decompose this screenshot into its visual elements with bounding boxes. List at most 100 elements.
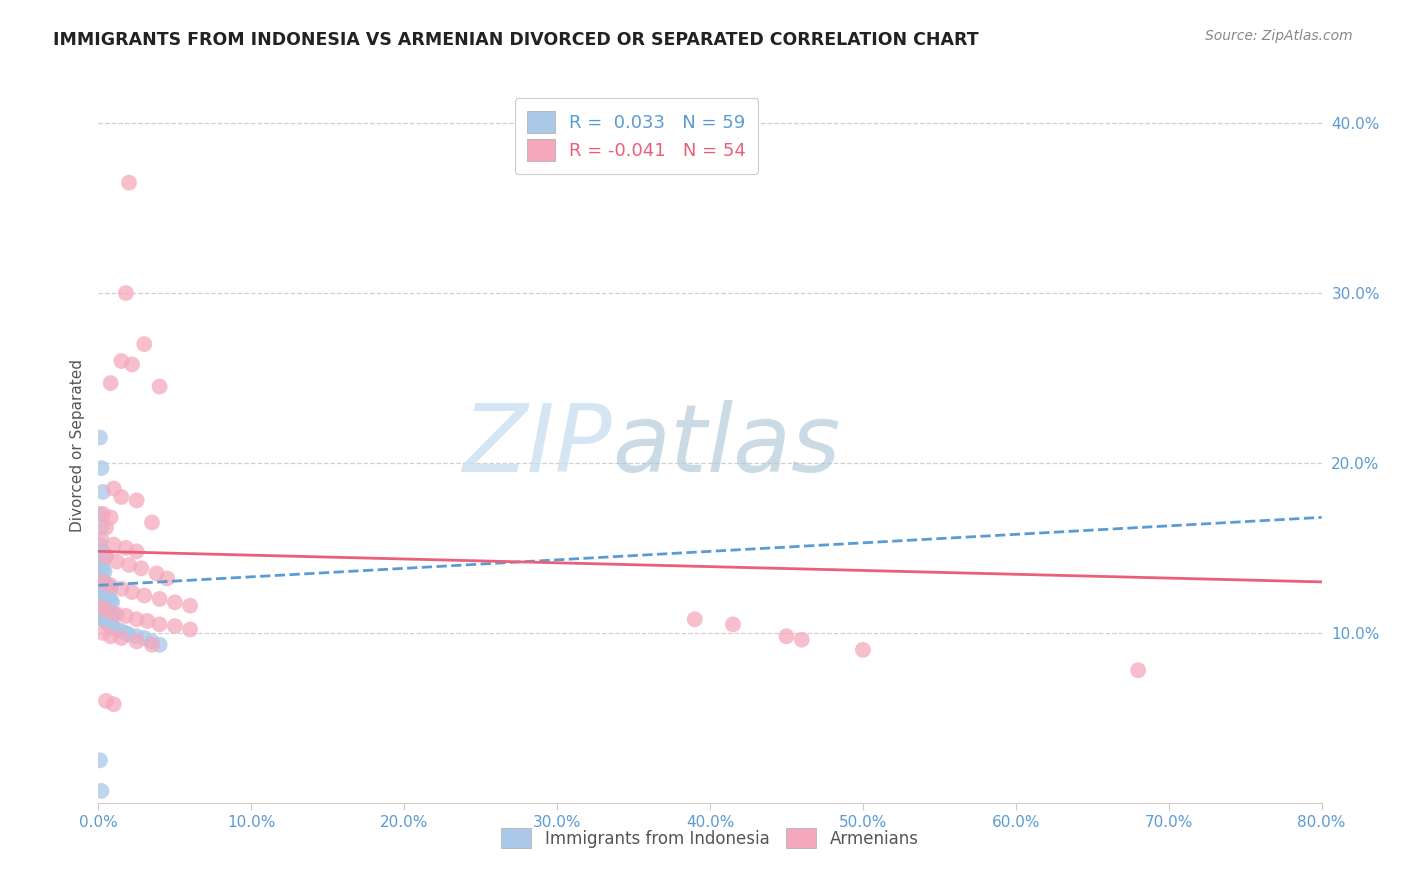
Point: [100, 376, 122, 391]
Point: [790, 632, 813, 647]
Point: [115, 626, 138, 640]
Point: [97, 615, 120, 630]
Point: [98, 580, 121, 594]
Point: [89, 507, 111, 521]
Point: [90, 520, 112, 534]
Point: [94, 520, 117, 534]
Point: [98, 604, 121, 618]
Point: [105, 623, 128, 637]
Point: [90, 784, 112, 798]
Point: [90, 599, 112, 613]
Point: [110, 624, 132, 639]
Point: [721, 617, 744, 632]
Point: [1128, 663, 1150, 677]
Point: [93, 565, 115, 579]
Point: [101, 595, 124, 609]
Point: [91, 484, 114, 499]
Point: [775, 629, 797, 643]
Point: [90, 610, 112, 624]
Point: [91, 574, 114, 589]
Point: [118, 558, 141, 572]
Point: [97, 604, 120, 618]
Point: [179, 623, 201, 637]
Point: [103, 621, 125, 635]
Point: [103, 698, 125, 712]
Legend: Immigrants from Indonesia, Armenians: Immigrants from Indonesia, Armenians: [495, 822, 925, 855]
Point: [852, 643, 875, 657]
Point: [163, 619, 186, 633]
Point: [129, 561, 152, 575]
Point: [93, 612, 115, 626]
Text: atlas: atlas: [612, 401, 841, 491]
Point: [90, 572, 112, 586]
Point: [97, 604, 120, 618]
Point: [97, 578, 120, 592]
Point: [91, 626, 114, 640]
Point: [125, 544, 148, 558]
Point: [149, 617, 172, 632]
Point: [118, 627, 141, 641]
Point: [110, 354, 132, 368]
Point: [89, 537, 111, 551]
Point: [105, 607, 128, 622]
Point: [125, 493, 148, 508]
Point: [90, 558, 112, 572]
Point: [125, 612, 148, 626]
Point: [115, 541, 138, 555]
Point: [125, 629, 148, 643]
Point: [149, 591, 172, 606]
Point: [100, 617, 122, 632]
Point: [89, 430, 111, 444]
Point: [145, 566, 167, 581]
Point: [89, 555, 111, 569]
Point: [100, 593, 122, 607]
Point: [91, 544, 114, 558]
Point: [100, 510, 122, 524]
Point: [94, 602, 117, 616]
Point: [110, 490, 132, 504]
Point: [98, 591, 121, 606]
Text: Source: ZipAtlas.com: Source: ZipAtlas.com: [1205, 29, 1353, 43]
Point: [91, 612, 114, 626]
Point: [141, 516, 163, 530]
Point: [91, 587, 114, 601]
Point: [90, 533, 112, 547]
Point: [89, 608, 111, 623]
Point: [94, 591, 117, 605]
Point: [134, 631, 156, 645]
Point: [100, 578, 122, 592]
Text: ZIP: ZIP: [463, 401, 612, 491]
Point: [103, 482, 125, 496]
Point: [98, 617, 121, 632]
Point: [136, 614, 159, 628]
Point: [93, 574, 115, 589]
Point: [94, 549, 117, 564]
Point: [134, 589, 156, 603]
Point: [121, 358, 143, 372]
Point: [141, 638, 163, 652]
Point: [100, 629, 122, 643]
Point: [149, 638, 172, 652]
Point: [105, 555, 128, 569]
Point: [100, 582, 122, 596]
Point: [125, 634, 148, 648]
Point: [90, 461, 112, 475]
Point: [134, 337, 156, 351]
Point: [115, 286, 138, 301]
Point: [163, 595, 186, 609]
Point: [118, 176, 141, 190]
Point: [100, 606, 122, 620]
Point: [90, 585, 112, 599]
Point: [101, 607, 124, 622]
Point: [156, 572, 179, 586]
Point: [101, 619, 124, 633]
Point: [110, 582, 132, 596]
Point: [103, 607, 125, 622]
Point: [89, 568, 111, 582]
Point: [90, 600, 112, 615]
Y-axis label: Divorced or Separated: Divorced or Separated: [69, 359, 84, 533]
Point: [97, 591, 120, 606]
Point: [103, 537, 125, 551]
Point: [141, 634, 163, 648]
Point: [110, 631, 132, 645]
